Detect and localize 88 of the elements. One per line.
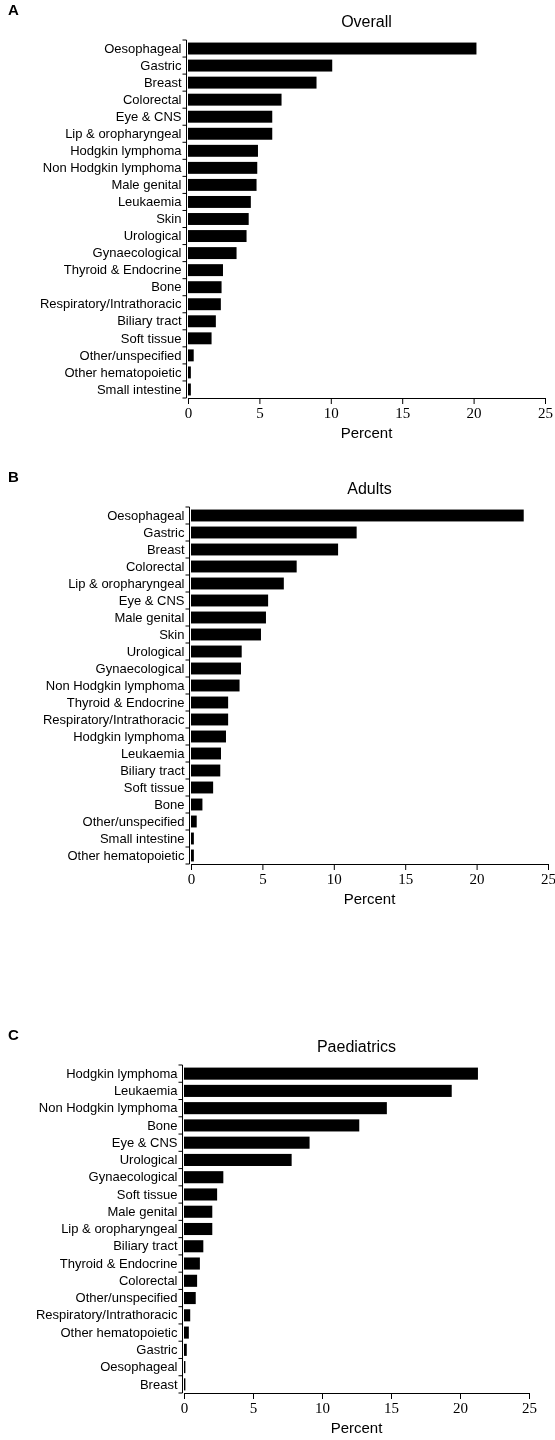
- y-tick-label: Urological: [119, 1152, 178, 1168]
- x-tick-label: 25: [538, 404, 553, 421]
- y-tick-label: Colorectal: [122, 91, 182, 107]
- y-tick-label: Respiratory/Intrathoracic: [39, 296, 182, 312]
- chart-title: Overall: [341, 13, 392, 30]
- y-tick-label: Lip & oropharyngeal: [68, 575, 185, 591]
- y-tick-label: Male genital: [107, 1203, 178, 1219]
- y-tick-label: Eye & CNS: [115, 108, 182, 124]
- y-tick-label: Hodgkin lymphoma: [70, 142, 183, 158]
- y-tick-label: Urological: [123, 228, 182, 244]
- y-tick-label: Respiratory/Intrathoracic: [42, 711, 185, 727]
- x-tick-label: 20: [466, 404, 482, 421]
- y-tick-label: Breast: [139, 1376, 178, 1392]
- y-tick-label: Lip & oropharyngeal: [61, 1221, 178, 1237]
- x-tick-label: 0: [184, 404, 193, 421]
- x-axis-title: Percent: [330, 1419, 384, 1436]
- y-tick-label: Non Hodgkin lymphoma: [45, 677, 186, 693]
- y-tick-label: Other/unspecified: [79, 347, 182, 363]
- y-tick-label: Small intestine: [96, 381, 182, 397]
- y-tick-label: Gynaecological: [95, 660, 185, 676]
- chart-title: Adults: [347, 480, 392, 497]
- x-tick-label: 0: [187, 870, 196, 887]
- x-tick-label: 10: [326, 870, 342, 887]
- y-tick-label: Colorectal: [125, 558, 185, 574]
- y-tick-label: Small intestine: [99, 830, 185, 846]
- y-tick-label: Hodgkin lymphoma: [66, 1065, 179, 1081]
- y-tick-label: Other hematopoietic: [64, 364, 182, 380]
- y-tick-label: Thyroid & Endocrine: [66, 694, 185, 710]
- text: A: [8, 1, 19, 18]
- y-tick-label: Other/unspecified: [82, 813, 185, 829]
- y-tick-label: Soft tissue: [123, 779, 185, 795]
- y-tick-label: Soft tissue: [116, 1186, 178, 1202]
- y-tick-label: Non Hodgkin lymphoma: [38, 1100, 179, 1116]
- y-tick-label: Leukaemia: [113, 1083, 179, 1099]
- x-tick-label: 20: [469, 870, 485, 887]
- y-tick-label: Breast: [143, 74, 182, 90]
- y-tick-label: Colorectal: [118, 1272, 178, 1288]
- y-tick-label: Hodgkin lymphoma: [73, 728, 186, 744]
- x-tick-label: 15: [395, 404, 411, 421]
- text: B: [8, 468, 19, 485]
- x-tick-label: 15: [398, 870, 414, 887]
- x-tick-label: 5: [249, 1399, 258, 1416]
- chart-title: Paediatrics: [316, 1038, 397, 1055]
- y-tick-label: Non Hodgkin lymphoma: [42, 160, 183, 176]
- text: C: [8, 1026, 19, 1043]
- y-tick-label: Thyroid & Endocrine: [63, 262, 182, 278]
- x-tick-label: 25: [522, 1399, 537, 1416]
- y-tick-label: Skin: [159, 626, 185, 642]
- x-tick-label: 10: [315, 1399, 330, 1416]
- x-tick-label: 5: [256, 404, 264, 421]
- y-tick-label: Gynaecological: [88, 1169, 178, 1185]
- y-tick-label: Leukaemia: [117, 194, 183, 210]
- y-tick-label: Eye & CNS: [111, 1134, 178, 1150]
- x-tick-label: 25: [541, 870, 555, 887]
- y-tick-label: Other/unspecified: [75, 1290, 178, 1306]
- y-tick-label: Bone: [154, 796, 185, 812]
- x-tick-label: 5: [259, 870, 267, 887]
- x-axis-title: Percent: [340, 424, 394, 441]
- y-tick-label: Other hematopoietic: [60, 1324, 178, 1340]
- y-tick-label: Urological: [126, 643, 185, 659]
- x-tick-label: 0: [180, 1399, 189, 1416]
- y-tick-label: Oesophageal: [100, 1359, 178, 1375]
- y-tick-label: Skin: [156, 211, 182, 227]
- y-tick-label: Thyroid & Endocrine: [59, 1255, 178, 1271]
- y-tick-label: Gastric: [143, 524, 185, 540]
- y-tick-label: Gastric: [136, 1342, 178, 1357]
- y-tick-label: Respiratory/Intrathoracic: [35, 1307, 178, 1323]
- y-tick-label: Male genital: [114, 609, 185, 625]
- y-tick-label: Lip & oropharyngeal: [65, 125, 182, 141]
- x-axis-title: Percent: [343, 890, 397, 907]
- y-tick-label: Biliary tract: [117, 313, 182, 329]
- y-tick-label: Gynaecological: [92, 245, 182, 261]
- y-tick-label: Bone: [147, 1117, 178, 1133]
- y-tick-label: Leukaemia: [120, 745, 186, 761]
- y-tick-label: Gastric: [140, 57, 182, 73]
- y-tick-label: Bone: [151, 279, 182, 295]
- y-tick-label: Biliary tract: [120, 762, 185, 778]
- y-tick-label: Male genital: [111, 177, 182, 193]
- x-tick-label: 10: [323, 404, 339, 421]
- y-tick-label: Breast: [146, 541, 185, 557]
- y-tick-label: Other hematopoietic: [67, 847, 185, 863]
- y-tick-label: Soft tissue: [120, 330, 182, 346]
- y-tick-label: Oesophageal: [104, 40, 182, 56]
- y-tick-label: Biliary tract: [113, 1238, 178, 1254]
- y-tick-label: Oesophageal: [107, 507, 185, 523]
- y-tick-label: Eye & CNS: [118, 592, 185, 608]
- x-tick-label: 20: [453, 1399, 468, 1416]
- x-tick-label: 15: [384, 1399, 399, 1416]
